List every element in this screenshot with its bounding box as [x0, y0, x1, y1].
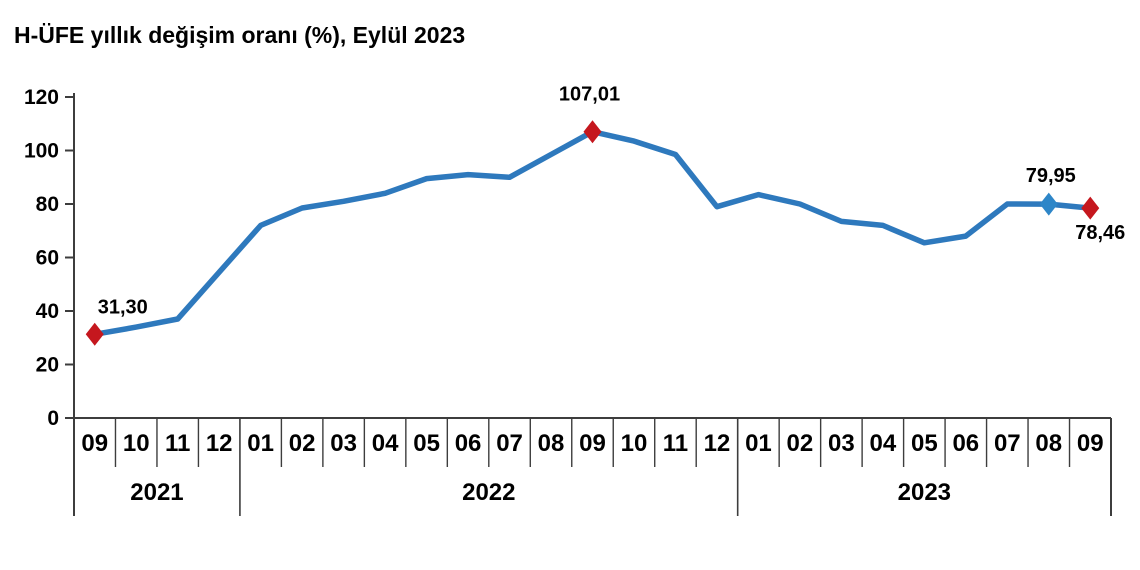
data-point-label: 31,30 — [98, 296, 148, 318]
data-point-label: 79,95 — [1026, 165, 1076, 187]
chart-title: H-ÜFE yıllık değişim oranı (%), Eylül 20… — [14, 22, 466, 48]
month-label: 05 — [911, 430, 938, 457]
y-tick-label: 0 — [47, 407, 59, 430]
month-label: 12 — [704, 430, 731, 457]
y-tick-label: 60 — [36, 247, 59, 270]
month-label: 09 — [1077, 430, 1104, 457]
month-label: 10 — [123, 430, 150, 457]
month-label: 01 — [745, 430, 772, 457]
month-label: 08 — [1035, 430, 1062, 457]
month-label: 10 — [621, 430, 648, 457]
data-point-marker-red-diamond — [85, 322, 104, 346]
y-tick-label: 120 — [24, 86, 59, 109]
y-tick-label: 40 — [36, 300, 59, 323]
month-label: 12 — [206, 430, 233, 457]
month-label: 03 — [330, 430, 357, 457]
month-label: 02 — [289, 430, 316, 457]
y-tick-label: 100 — [24, 140, 59, 163]
month-label: 07 — [496, 430, 523, 457]
data-line — [91, 128, 1094, 338]
month-label: 09 — [81, 430, 108, 457]
year-label: 2022 — [462, 479, 515, 506]
year-label: 2021 — [130, 479, 183, 506]
data-point-marker-red-diamond — [1081, 196, 1100, 220]
data-point-label: 78,46 — [1075, 222, 1125, 244]
month-label: 06 — [952, 430, 979, 457]
year-label: 2023 — [898, 479, 951, 506]
month-label: 04 — [870, 430, 897, 457]
month-label: 11 — [165, 430, 190, 457]
month-label: 06 — [455, 430, 482, 457]
month-label: 02 — [787, 430, 814, 457]
month-label: 09 — [579, 430, 606, 457]
month-label: 11 — [663, 430, 688, 457]
y-tick-label: 20 — [36, 354, 59, 377]
data-point-marker-red-diamond — [583, 120, 602, 144]
month-label: 01 — [247, 430, 274, 457]
data-point-marker-blue-diamond — [1039, 192, 1058, 216]
y-tick-label: 80 — [36, 193, 59, 216]
data-point-label: 107,01 — [559, 84, 620, 106]
month-label: 07 — [994, 430, 1021, 457]
month-label: 08 — [538, 430, 565, 457]
month-label: 05 — [413, 430, 440, 457]
month-label: 03 — [828, 430, 855, 457]
month-label: 04 — [372, 430, 399, 457]
